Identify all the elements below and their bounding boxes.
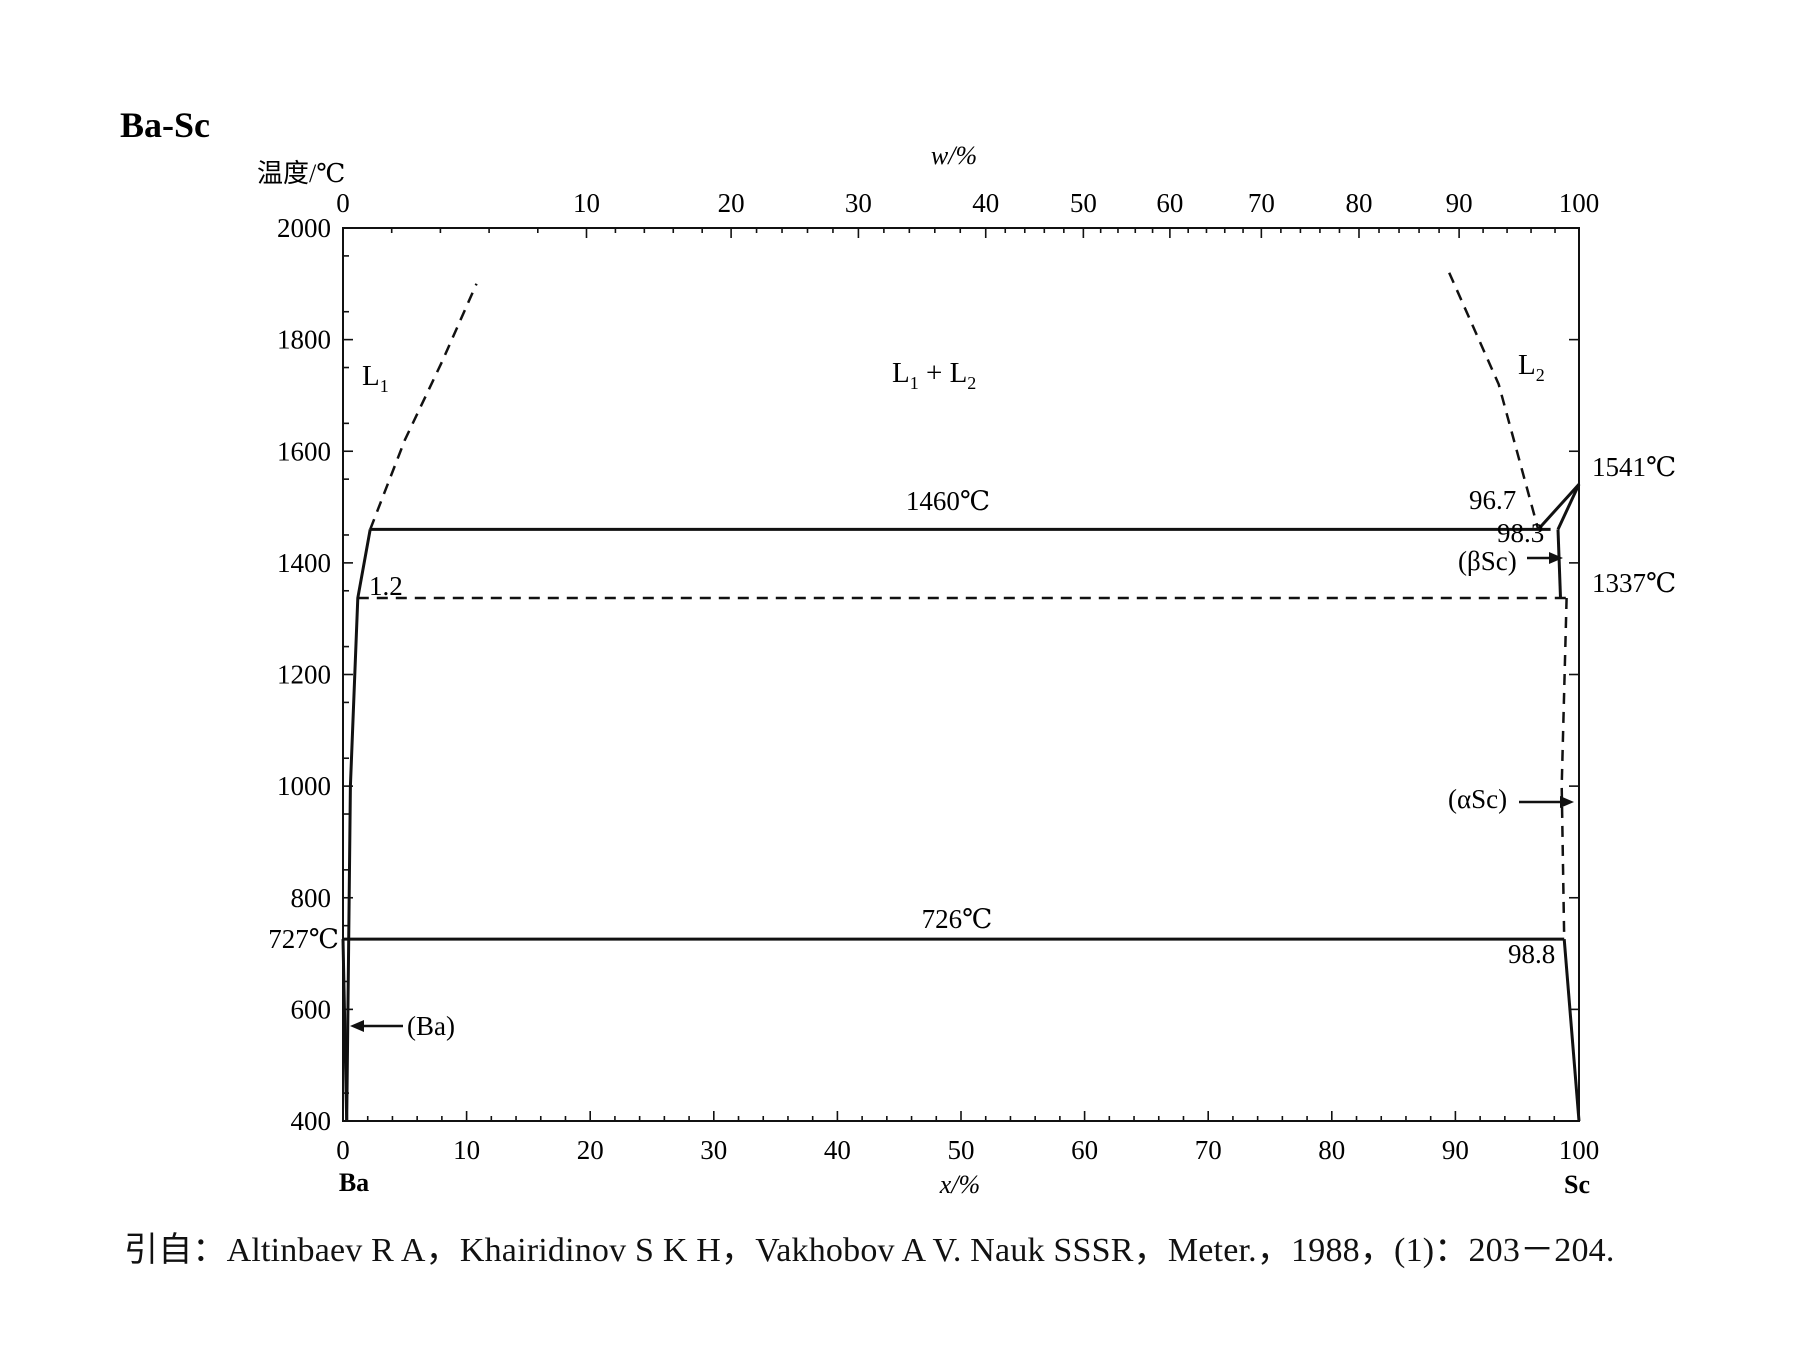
curve-Sc-liquidus [1537, 483, 1581, 531]
label-1337: 1337℃ [1592, 568, 1676, 598]
arrow-alpha-sc [1519, 796, 1574, 808]
label-1541: 1541℃ [1592, 452, 1676, 482]
label-alpha-sc: (αSc) [1448, 784, 1507, 814]
y-ticks: 2000 1800 1600 1400 1200 1000 800 600 400 727℃ [268, 213, 1579, 1136]
x-tick-label: 0 [336, 1135, 350, 1165]
top-axis-label: w/% [931, 141, 977, 170]
y-tick-label: 1400 [277, 548, 331, 578]
curve-alphaSc-solid [1562, 938, 1581, 1122]
label-1460: 1460℃ [906, 486, 990, 516]
y-tick-label-727: 727℃ [268, 924, 339, 954]
x-tick-label: 70 [1195, 1135, 1222, 1165]
curve-L2-boundary-dashed [1448, 272, 1540, 530]
x-tick-label: 80 [1318, 1135, 1345, 1165]
arrow-beta-sc [1527, 552, 1563, 564]
curve-betaSc-lower [1556, 529, 1562, 599]
x-tick-label: 60 [1071, 1135, 1098, 1165]
label-1-2: 1.2 [369, 571, 403, 601]
y-tick-label: 1200 [277, 660, 331, 690]
curve-Ba-solvus [341, 939, 349, 1122]
label-ba-phase: (Ba) [407, 1011, 455, 1041]
curve-betaSc-solvus [1556, 483, 1581, 531]
region-l1: L1 [362, 360, 389, 396]
x-tick-label: 10 [453, 1135, 480, 1165]
top-tick-label: 10 [573, 188, 600, 218]
y-tick-label: 2000 [277, 213, 331, 243]
label-98-3: 98.3 [1497, 518, 1544, 548]
x-tick-label: 30 [700, 1135, 727, 1165]
top-tick-label: 70 [1248, 188, 1275, 218]
top-tick-label: 60 [1156, 188, 1183, 218]
curve-L1-boundary-dashed [369, 283, 478, 530]
label-beta-sc: (βSc) [1458, 546, 1517, 576]
y-tick-label: 400 [291, 1106, 332, 1136]
x-tick-label: 40 [824, 1135, 851, 1165]
y-tick-label: 600 [291, 994, 332, 1024]
citation: 引自：Altinbaev R A，Khairidinov S K H，Vakho… [124, 1232, 1615, 1269]
top-tick-label: 100 [1559, 188, 1600, 218]
x-tick-label: 90 [1442, 1135, 1469, 1165]
top-tick-label: 20 [718, 188, 745, 218]
x-axis-label: x/% [939, 1170, 980, 1199]
phase-boundaries [341, 272, 1581, 1122]
x-tick-label: 50 [948, 1135, 975, 1165]
y-tick-label: 1800 [277, 325, 331, 355]
region-l2: L2 [1518, 349, 1545, 385]
curve-L1-boundary-solid [345, 529, 372, 1122]
component-sc: Sc [1564, 1170, 1590, 1199]
y-tick-label: 1000 [277, 771, 331, 801]
x-ticks: 0 10 20 30 40 50 60 70 80 90 100 [336, 1111, 1599, 1165]
component-ba: Ba [339, 1168, 369, 1197]
chart-title: Ba-Sc [120, 105, 210, 145]
arrow-ba-phase [350, 1020, 403, 1032]
top-tick-label: 30 [845, 188, 872, 218]
label-96-7: 96.7 [1469, 485, 1516, 515]
x-tick-label: 20 [577, 1135, 604, 1165]
top-ticks: 0 10 20 30 40 50 60 70 80 90 100 [336, 188, 1599, 238]
y-tick-label: 1600 [277, 436, 331, 466]
top-tick-label: 0 [336, 188, 350, 218]
top-tick-label: 80 [1345, 188, 1372, 218]
top-tick-label: 90 [1446, 188, 1473, 218]
top-tick-label: 50 [1070, 188, 1097, 218]
label-98-8: 98.8 [1508, 939, 1555, 969]
x-tick-label: 100 [1559, 1135, 1600, 1165]
y-tick-label: 800 [291, 883, 332, 913]
y-axis-label: 温度/℃ [257, 159, 345, 188]
label-726: 726℃ [922, 904, 993, 934]
curve-alphaSc-solvus-dashed [1560, 597, 1568, 940]
region-l1-l2: L1 + L2 [892, 357, 976, 393]
top-tick-label: 40 [972, 188, 999, 218]
